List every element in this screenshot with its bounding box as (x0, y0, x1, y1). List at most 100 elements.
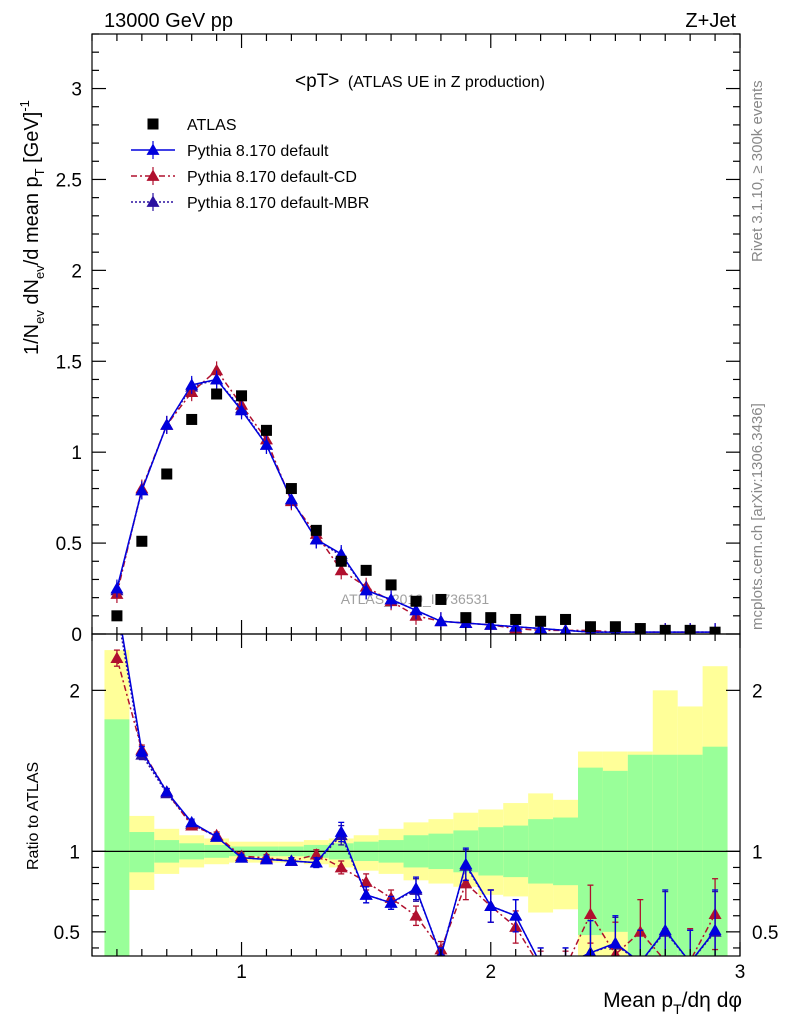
main-y-axis-label: 1/Nev dNev/d mean pT [GeV]-1 (17, 100, 47, 355)
x-tick-label: 1 (236, 962, 247, 983)
ratio-point (384, 896, 398, 908)
ratio-point (640, 955, 641, 956)
main-point (185, 378, 199, 390)
ratio-point (359, 875, 373, 887)
main-series-marks (110, 361, 721, 634)
ratio-y-tick-label-right: 1 (752, 842, 763, 863)
atlas-data-point (236, 390, 248, 402)
atlas-data-point (111, 610, 123, 622)
ratio-point (690, 955, 691, 956)
ratio-point (509, 909, 523, 921)
ratio-point (334, 860, 348, 873)
ratio-point (185, 815, 199, 828)
ratio-point (409, 881, 423, 894)
ratio-point (640, 955, 641, 956)
legend-marker-triangle (146, 195, 160, 207)
ratio-point (459, 877, 473, 889)
x-axis-label: Mean pT/dη dφ (603, 989, 742, 1017)
ratio-point (309, 848, 323, 860)
atlas-data-point (285, 483, 297, 495)
main-y-tick-label: 2.5 (56, 170, 82, 191)
ratio-point (583, 907, 597, 920)
legend-label: ATLAS (187, 117, 237, 134)
ratio-point (534, 961, 547, 972)
ratio-point (559, 961, 572, 972)
atlas-data-point (584, 621, 596, 633)
ratio-y-axis-label: Ratio to ATLAS (25, 762, 42, 870)
ratio-point (608, 936, 622, 948)
ratio-y-tick-label-right: 2 (752, 681, 763, 702)
main-y-tick-label: 0 (71, 625, 82, 646)
atlas-data-point (410, 595, 422, 607)
main-point (409, 603, 423, 616)
ratio-point (484, 899, 498, 911)
main-point (135, 483, 149, 496)
main-y-tick-label: 3 (71, 80, 82, 101)
legend-marker-triangle (146, 143, 160, 155)
legend-label: Pythia 8.170 default-MBR (187, 195, 369, 212)
main-point (110, 582, 124, 594)
atlas-data-point (335, 555, 347, 567)
ratio-band-inner (129, 832, 155, 873)
ratio-point (284, 854, 298, 866)
atlas-data-point (385, 579, 397, 591)
atlas-data-point (260, 424, 272, 436)
main-point (334, 563, 348, 576)
atlas-data-point (136, 535, 148, 547)
plot-title: <pT> (ATLAS UE in Z production) (295, 71, 545, 92)
x-tick-label: 2 (485, 962, 496, 983)
mcplots-reference-label: mcplots.cern.ch [arXiv:1306.3436] (749, 403, 766, 630)
legend-label: Pythia 8.170 default-CD (187, 169, 357, 186)
atlas-data-point (609, 621, 621, 633)
atlas-data-point (460, 612, 472, 624)
ratio-point (334, 825, 348, 837)
ratio-point (359, 888, 373, 900)
ratio-point (658, 923, 672, 936)
ratio-point (459, 857, 473, 870)
main-point (359, 583, 373, 596)
main-point (259, 438, 273, 450)
ratio-point (690, 955, 691, 956)
ratio-point (559, 958, 572, 969)
legend-marker-square (147, 118, 159, 130)
atlas-data-point (360, 564, 372, 576)
ratio-band-inner (104, 719, 130, 956)
ratio-point (409, 909, 423, 921)
main-y-tick-label: 2 (71, 261, 82, 282)
legend-marker-triangle (146, 169, 160, 181)
ratio-point (235, 851, 249, 863)
ratio-point (259, 852, 273, 865)
x-tick-label: 3 (735, 962, 746, 983)
main-point (309, 532, 323, 545)
atlas-data-point (211, 388, 223, 400)
ratio-y-tick-label: 1 (69, 842, 80, 863)
legend-label: Pythia 8.170 default (187, 143, 329, 160)
main-point (434, 614, 448, 627)
ratio-point (534, 958, 547, 969)
process-label: Z+Jet (685, 10, 736, 32)
ratio-point (559, 958, 572, 969)
ratio-y-tick-label-right: 0.5 (752, 923, 778, 944)
main-axis-ticks: 0 0.5 1 1.5 2 2.5 3 (56, 33, 741, 646)
ratio-point (708, 923, 722, 936)
ratio-point (309, 856, 323, 868)
ratio-axis-ticks: 1 2 3 0.5 0.5 1 1 2 2 (54, 634, 778, 983)
ratio-point (210, 830, 224, 842)
atlas-data-point (310, 524, 322, 536)
atlas-data-point (186, 413, 198, 425)
main-point (284, 492, 298, 505)
rivet-version-label: Rivet 3.1.10, ≥ 300k events (749, 80, 766, 262)
atlas-data-point (535, 615, 547, 627)
atlas-data-point (161, 468, 173, 480)
main-y-tick-label: 1 (71, 443, 82, 464)
legend: ATLAS Pythia 8.170 default Pythia 8.170 de… (131, 117, 369, 212)
main-point (210, 363, 224, 376)
ratio-point (110, 651, 124, 664)
ratio-point (160, 785, 174, 797)
atlas-data-point (485, 612, 497, 624)
ratio-point (135, 745, 149, 757)
main-point (210, 372, 224, 385)
ratio-y-tick-label: 2 (69, 681, 80, 702)
